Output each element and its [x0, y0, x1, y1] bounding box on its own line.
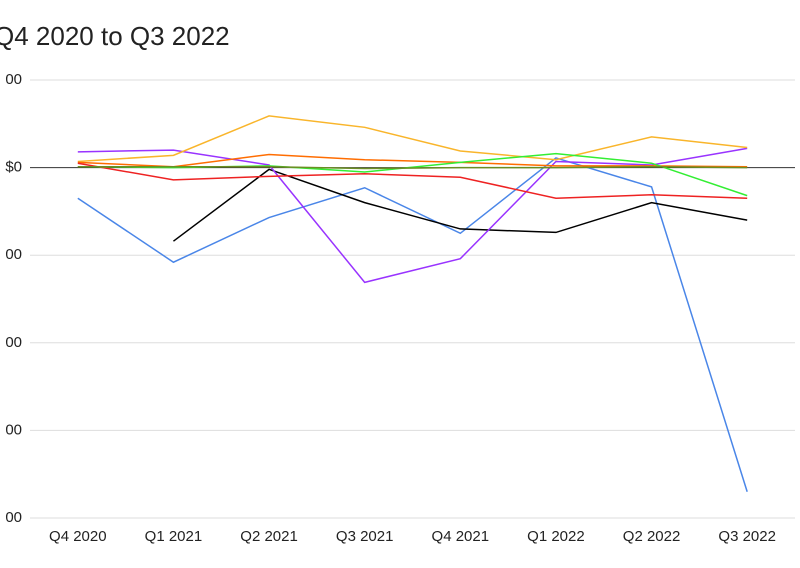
x-tick-label: Q2 2022 [623, 528, 681, 545]
x-tick-label: Q1 2021 [145, 528, 203, 545]
x-tick-label: Q1 2022 [527, 528, 585, 545]
x-tick-label: Q3 2022 [718, 528, 776, 545]
y-tick-label: 00 [5, 246, 22, 263]
series-line [77, 162, 748, 200]
series-line [77, 165, 748, 170]
x-tick-label: Q3 2021 [336, 528, 394, 545]
series-line [77, 157, 748, 492]
series-line [172, 168, 748, 242]
x-tick-label: Q2 2021 [240, 528, 298, 545]
y-tick-label: 00 [5, 421, 22, 438]
y-tick-label: 00 [5, 71, 22, 88]
x-tick-label: Q4 2020 [49, 528, 107, 545]
x-tick-label: Q4 2021 [432, 528, 490, 545]
y-tick-label: 00 [5, 334, 22, 351]
series-line [77, 147, 748, 284]
y-tick-label: $0 [5, 159, 22, 176]
series-line [77, 153, 748, 168]
series-line [77, 152, 748, 197]
chart-title: Q4 2020 to Q3 2022 [0, 21, 230, 51]
series-line [77, 115, 748, 163]
y-tick-label: 00 [5, 509, 22, 526]
